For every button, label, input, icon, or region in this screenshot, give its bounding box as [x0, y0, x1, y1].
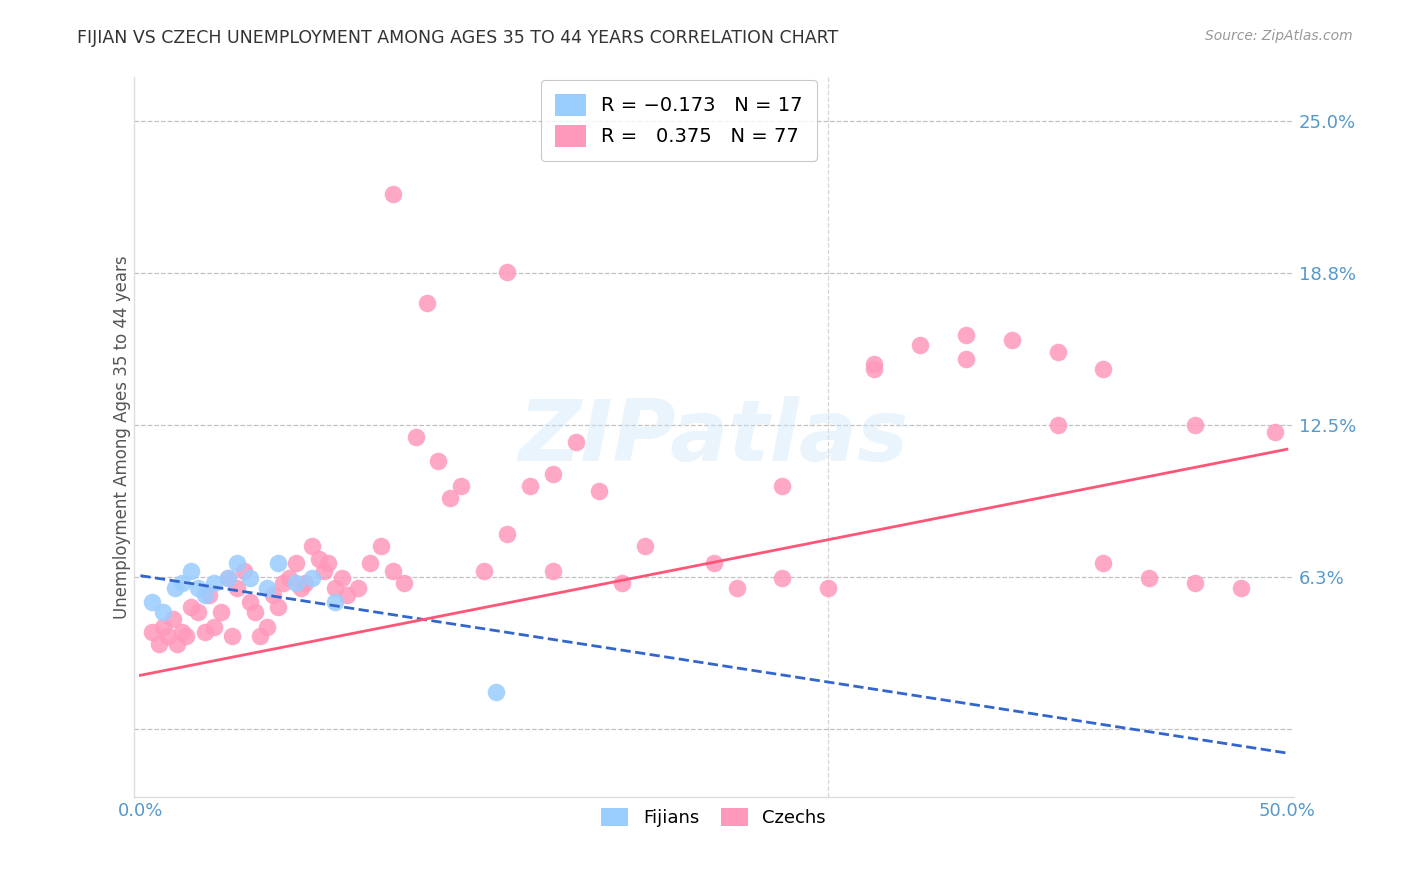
- Point: [187, 581, 209, 595]
- Point: [232, 564, 254, 578]
- Point: [817, 581, 839, 595]
- Point: [249, 629, 271, 643]
- Point: [180, 600, 202, 615]
- Point: [1184, 576, 1206, 591]
- Point: [336, 588, 359, 602]
- Point: [359, 557, 381, 571]
- Point: [209, 605, 232, 619]
- Point: [285, 557, 308, 571]
- Legend: Fijians, Czechs: Fijians, Czechs: [595, 801, 834, 835]
- Point: [955, 352, 977, 367]
- Text: Source: ZipAtlas.com: Source: ZipAtlas.com: [1205, 29, 1353, 43]
- Point: [221, 629, 243, 643]
- Point: [1264, 425, 1286, 440]
- Point: [863, 357, 886, 371]
- Point: [1230, 581, 1253, 595]
- Point: [198, 588, 221, 602]
- Point: [1046, 345, 1069, 359]
- Point: [496, 527, 519, 541]
- Point: [243, 605, 266, 619]
- Point: [271, 576, 294, 591]
- Y-axis label: Unemployment Among Ages 35 to 44 years: Unemployment Among Ages 35 to 44 years: [114, 255, 131, 619]
- Point: [267, 600, 290, 615]
- Point: [472, 564, 495, 578]
- Point: [262, 588, 284, 602]
- Point: [541, 467, 564, 481]
- Point: [485, 685, 508, 699]
- Point: [330, 571, 353, 585]
- Point: [312, 564, 335, 578]
- Point: [256, 620, 278, 634]
- Point: [308, 551, 330, 566]
- Point: [162, 612, 184, 626]
- Point: [225, 581, 247, 595]
- Point: [703, 557, 725, 571]
- Point: [217, 571, 239, 585]
- Point: [370, 540, 392, 554]
- Point: [174, 629, 197, 643]
- Point: [955, 328, 977, 343]
- Point: [634, 540, 657, 554]
- Point: [239, 595, 262, 609]
- Point: [770, 571, 793, 585]
- Point: [301, 540, 323, 554]
- Point: [141, 624, 163, 639]
- Point: [347, 581, 370, 595]
- Point: [202, 576, 225, 591]
- Text: FIJIAN VS CZECH UNEMPLOYMENT AMONG AGES 35 TO 44 YEARS CORRELATION CHART: FIJIAN VS CZECH UNEMPLOYMENT AMONG AGES …: [77, 29, 838, 46]
- Point: [194, 588, 217, 602]
- Point: [392, 576, 415, 591]
- Point: [405, 430, 427, 444]
- Point: [1092, 362, 1115, 376]
- Point: [519, 479, 541, 493]
- Point: [290, 581, 312, 595]
- Point: [588, 483, 610, 498]
- Point: [318, 557, 340, 571]
- Point: [148, 637, 170, 651]
- Point: [194, 624, 217, 639]
- Point: [565, 434, 588, 449]
- Point: [163, 581, 186, 595]
- Point: [267, 557, 290, 571]
- Point: [239, 571, 262, 585]
- Point: [187, 605, 209, 619]
- Point: [225, 557, 247, 571]
- Point: [180, 564, 202, 578]
- Point: [439, 491, 461, 505]
- Point: [1046, 417, 1069, 432]
- Point: [770, 479, 793, 493]
- Point: [427, 454, 450, 468]
- Point: [301, 571, 323, 585]
- Point: [323, 581, 346, 595]
- Point: [381, 564, 404, 578]
- Point: [256, 581, 278, 595]
- Point: [1137, 571, 1160, 585]
- Point: [217, 571, 239, 585]
- Point: [496, 265, 519, 279]
- Point: [152, 605, 174, 619]
- Point: [278, 571, 301, 585]
- Point: [285, 576, 308, 591]
- Point: [541, 564, 564, 578]
- Point: [141, 595, 163, 609]
- Point: [1184, 417, 1206, 432]
- Point: [323, 595, 346, 609]
- Point: [381, 187, 404, 202]
- Point: [450, 479, 472, 493]
- Point: [152, 620, 174, 634]
- Text: ZIPatlas: ZIPatlas: [519, 396, 908, 479]
- Point: [1092, 557, 1115, 571]
- Point: [202, 620, 225, 634]
- Point: [294, 576, 316, 591]
- Point: [156, 629, 179, 643]
- Point: [416, 296, 439, 310]
- Point: [170, 624, 193, 639]
- Point: [166, 637, 188, 651]
- Point: [725, 581, 748, 595]
- Point: [170, 576, 193, 591]
- Point: [610, 576, 633, 591]
- Point: [863, 362, 886, 376]
- Point: [1001, 333, 1024, 347]
- Point: [908, 338, 931, 352]
